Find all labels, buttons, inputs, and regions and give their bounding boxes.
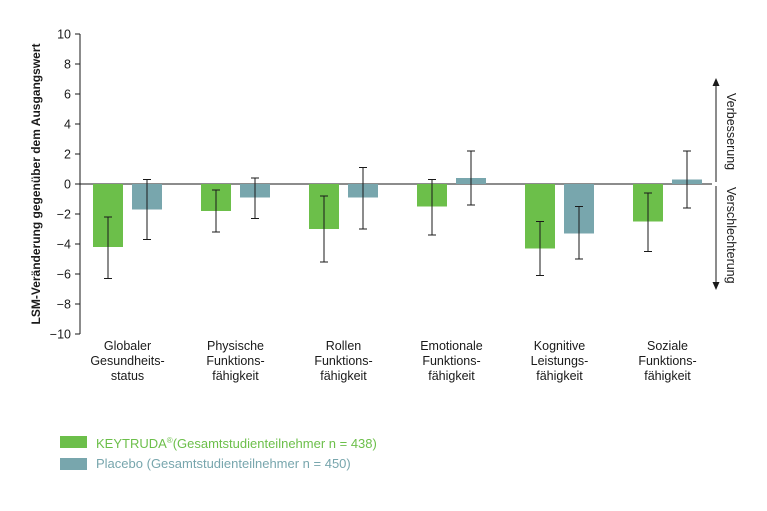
- worsening-label: Verschlechterung: [724, 187, 738, 284]
- category-label: Gesundheits-: [90, 354, 164, 368]
- y-tick-label: −6: [57, 268, 71, 282]
- y-tick-label: −2: [57, 208, 71, 222]
- category-label: Funktions-: [314, 354, 372, 368]
- category-label: status: [111, 369, 144, 383]
- legend-label-placebo: Placebo (Gesamtstudienteilnehmer n = 450…: [96, 456, 351, 471]
- category-label: Globaler: [104, 339, 151, 353]
- category-label: Physische: [207, 339, 264, 353]
- legend-label-keytruda: KEYTRUDA®(Gesamtstudienteilnehmer n = 43…: [96, 435, 377, 451]
- category-label: Funktions-: [638, 354, 696, 368]
- category-label: Funktions-: [206, 354, 264, 368]
- category-label: fähigkeit: [644, 369, 691, 383]
- y-tick-label: 8: [64, 58, 71, 72]
- y-axis-title: LSM-Veränderung gegenüber dem Ausgangswe…: [29, 44, 43, 325]
- category-label: Rollen: [326, 339, 361, 353]
- y-tick-label: −10: [50, 328, 71, 342]
- legend-swatch-keytruda: [60, 436, 87, 448]
- y-tick-label: 4: [64, 118, 71, 132]
- y-tick-label: 6: [64, 88, 71, 102]
- category-label: Kognitive: [534, 339, 585, 353]
- category-label: fähigkeit: [536, 369, 583, 383]
- category-label: fähigkeit: [428, 369, 475, 383]
- category-label: Leistungs-: [531, 354, 589, 368]
- legend: KEYTRUDA®(Gesamtstudienteilnehmer n = 43…: [60, 432, 377, 476]
- y-tick-label: 2: [64, 148, 71, 162]
- chart: 10 8 6 4 2 0 −2 −4 −6 −8 −10 GlobalerGesundheits-s…: [29, 28, 738, 384]
- legend-swatch-placebo: [60, 458, 87, 470]
- arrow-down-head: [712, 282, 720, 290]
- improvement-label: Verbesserung: [724, 93, 738, 170]
- category-label: Emotionale: [420, 339, 483, 353]
- category-label: fähigkeit: [320, 369, 367, 383]
- arrow-up-head: [712, 78, 720, 86]
- y-tick-label: −8: [57, 298, 71, 312]
- category-label: fähigkeit: [212, 369, 259, 383]
- y-tick-label: 10: [57, 28, 71, 42]
- legend-item-placebo: Placebo (Gesamtstudienteilnehmer n = 450…: [60, 454, 377, 474]
- category-label: Funktions-: [422, 354, 480, 368]
- legend-item-keytruda: KEYTRUDA®(Gesamtstudienteilnehmer n = 43…: [60, 432, 377, 452]
- y-tick-label: −4: [57, 238, 71, 252]
- y-tick-label: 0: [64, 178, 71, 192]
- category-label: Soziale: [647, 339, 688, 353]
